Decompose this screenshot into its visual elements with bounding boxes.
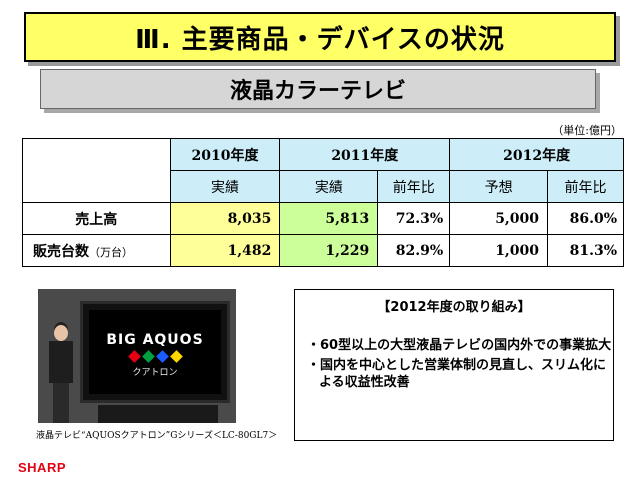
year-header-2010: 2010年度 [169,138,281,171]
initiative-item-2: ・国内を中心とした営業体制の見直し、スリム化による収益性改善 [307,358,607,390]
row-label-units: 販売台数（万台） [22,234,171,267]
corner-cell [22,138,171,203]
cell-units-2010: 1,482 [169,234,281,267]
dot-blue [155,350,169,363]
table-row-units: 販売台数（万台） 1,482 1,229 82.9% 1,000 81.3% [22,234,624,267]
photo-caption: 液晶テレビ“AQUOSクアトロン”Gシリーズ＜LC-80GL7＞ [36,431,278,441]
tv-screen-logo: BIG AQUOS [106,332,204,348]
cell-sales-2010: 8,035 [169,202,281,235]
year-header-2011: 2011年度 [279,138,451,171]
cell-sales-yoy-2012: 86.0% [547,202,624,235]
cell-sales-yoy-2011: 72.3% [377,202,451,235]
sub-header-row: 実績 実績 前年比 予想 前年比 [23,170,624,203]
tv-screen: BIG AQUOS クアトロン [89,310,221,394]
cell-sales-2011: 5,813 [279,202,379,235]
row-label-units-text: 販売台数 [33,243,89,260]
sub-header-yoy-2012: 前年比 [547,170,624,203]
cell-units-yoy-2011: 82.9% [377,234,451,267]
dot-yellow [169,350,183,363]
cell-units-yoy-2012: 81.3% [547,234,624,267]
sharp-logo: SHARP [18,460,67,475]
table-row-sales: 売上高 8,035 5,813 72.3% 5,000 86.0% [22,202,624,235]
tv-stand [98,405,218,423]
initiatives-list: ・60型以上の大型液晶テレビの国内外での事業拡大 ・国内を中心とした営業体制の見… [307,337,613,391]
year-header-2012: 2012年度 [449,138,624,171]
row-label-units-unit: （万台） [89,245,133,259]
cell-units-2011: 1,229 [279,234,379,267]
product-photo: BIG AQUOS クアトロン [38,289,236,423]
dot-green [141,350,155,363]
sub-header-actual-2011: 実績 [279,170,379,203]
tv-set: BIG AQUOS クアトロン [80,301,230,403]
sub-header-forecast-2012: 予想 [449,170,549,203]
page-title: Ⅲ. 主要商品・デバイスの状況 [24,12,616,62]
cell-sales-2012: 5,000 [449,202,549,235]
sales-table: 2010年度 2011年度 2012年度 実績 実績 前年比 予想 前年比 売上… [22,138,624,267]
dot-red [127,350,141,363]
section-subtitle: 液晶カラーテレビ [40,69,596,109]
presenter-torso [49,341,73,383]
presenter-head [54,325,68,341]
row-label-sales: 売上高 [22,202,171,235]
unit-label: （単位:億円） [552,124,622,137]
cell-units-2012: 1,000 [449,234,549,267]
sub-header-yoy-2011: 前年比 [377,170,451,203]
year-header-row: 2010年度 2011年度 2012年度 [22,138,624,203]
quattron-dots [89,350,221,363]
sub-header-actual-2010: 実績 [169,170,281,203]
initiative-item-1: ・60型以上の大型液晶テレビの国内外での事業拡大 [307,338,612,353]
presenter-figure [46,325,76,423]
initiatives-box: 【2012年度の取り組み】 ・60型以上の大型液晶テレビの国内外での事業拡大 ・… [294,289,614,441]
presenter-legs [53,383,69,423]
initiatives-heading: 【2012年度の取り組み】 [377,300,531,315]
tv-screen-sub: クアトロン [132,368,178,378]
